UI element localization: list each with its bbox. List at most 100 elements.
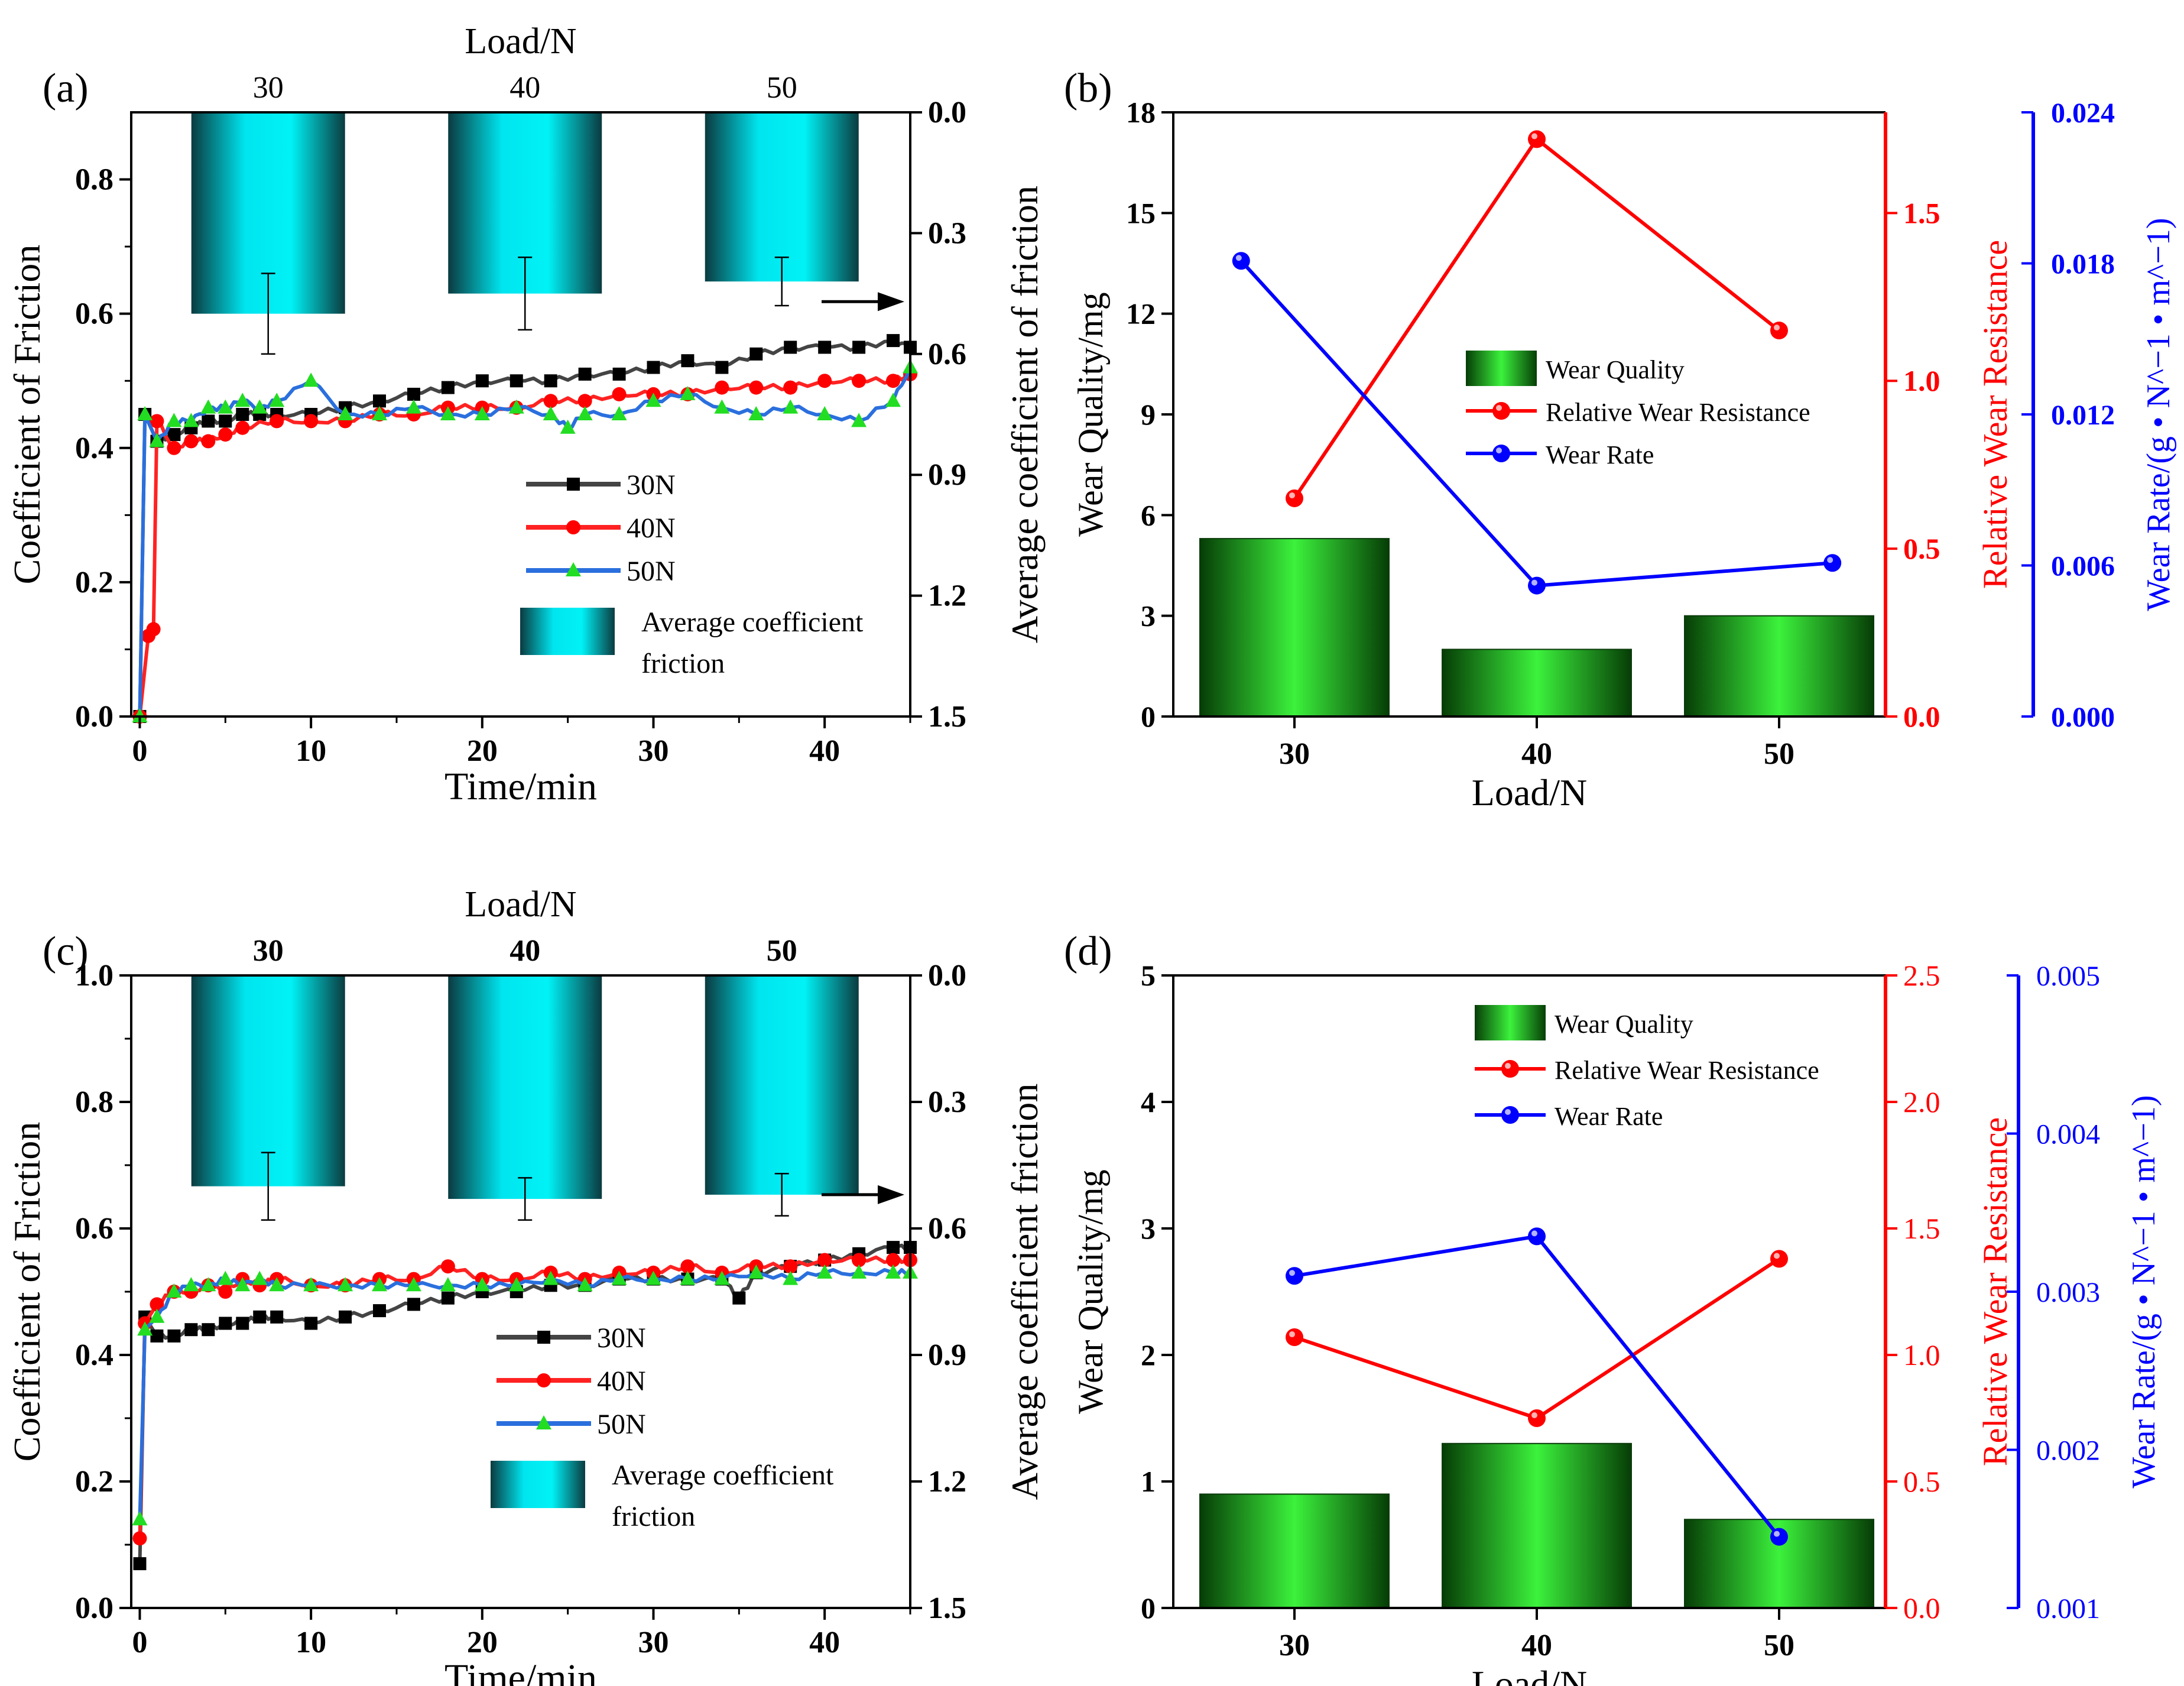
relative-wear-resistance-point-highlight [1289,492,1295,498]
point-50N [405,1277,421,1292]
point-50N [183,413,199,427]
point-40N [304,414,319,429]
point-40N [852,374,867,388]
legend-label-30N: 30N [597,1322,646,1354]
point-50N [783,1270,799,1285]
y2-axis-title: Relative Wear Resistance [1976,1117,2014,1466]
point-50N [166,413,182,427]
y3-tick-label: 0.012 [2051,400,2115,431]
point-50N [235,1277,251,1292]
top-tick-label-40: 40 [510,934,540,968]
y-tick-label: 0.0 [75,700,113,734]
point-30N [150,1329,164,1343]
y3-tick-label: 0.003 [2036,1277,2100,1308]
legend-label-50N: 50N [627,556,676,587]
legend-marker-wear-rate-highlight [1496,448,1502,453]
y3-tick-label: 0.006 [2051,551,2115,582]
legend-label-40N: 40N [597,1366,646,1397]
x-tick-label: 10 [296,1626,326,1659]
point-30N [236,1317,249,1330]
relative-wear-resistance-point-highlight [1531,1412,1537,1418]
legend-marker-resistance [1501,1060,1519,1078]
top-tick-label-30: 30 [253,934,284,968]
y-axis-title: Coefficient of Friction [6,1122,48,1462]
y-tick-label: 1 [1141,1465,1156,1498]
point-40N [150,414,164,429]
point-40N [218,427,233,442]
point-30N [818,341,832,354]
y2-tick-label: 0.9 [928,1338,966,1372]
point-40N [886,374,901,388]
plot-frame [130,111,911,718]
relative-wear-resistance-point [1528,1409,1546,1427]
arrow-head [878,1185,904,1204]
y3-tick-label: 0.002 [2036,1435,2100,1467]
legend-marker-resistance-highlight [1496,405,1502,411]
y-tick-label: 6 [1141,498,1156,531]
legend-swatch-average [491,1461,585,1508]
y-tick-label: 0 [1141,700,1156,733]
point-50N [543,1270,559,1285]
legend-label-average-1: Average coefficient [641,607,864,638]
wear-quality-bar-50 [1684,615,1874,717]
legend-marker-50N [566,562,581,576]
point-50N [508,399,524,414]
point-30N [202,1323,215,1337]
point-30N [544,374,557,388]
wear-rate-point-highlight [1774,1531,1780,1537]
y-tick-label: 0.6 [75,297,113,331]
y3-tick-label: 0.004 [2036,1119,2100,1150]
point-30N [681,354,695,368]
top-tick-label-50: 50 [767,934,797,968]
y-tick-label: 0.2 [75,566,113,599]
point-40N [167,440,181,455]
point-50N [149,1308,165,1323]
top-axis-title: Load/N [465,21,576,61]
y-tick-label: 15 [1126,196,1156,229]
arrow-head [878,292,904,312]
y2-tick-label: 0.6 [928,1212,966,1246]
point-50N [817,406,833,420]
point-30N [219,1317,232,1330]
wear-quality-bar-30 [1199,1493,1390,1609]
y2-tick-label: 1.0 [1903,364,1940,397]
point-40N [715,380,729,395]
point-50N [885,1264,901,1279]
x-tick-label: 20 [467,734,498,768]
point-30N [373,394,387,408]
point-40N [817,374,832,388]
wear-rate-point-highlight [1531,579,1537,586]
y-tick-label: 0.4 [75,1338,113,1372]
legend-label-wear-quality: Wear Quality [1546,355,1685,384]
y-tick-label: 0.8 [75,1085,113,1119]
y-tick-label: 9 [1141,398,1156,431]
relative-wear-resistance-point [1286,489,1303,507]
legend-marker-wear-rate [1492,445,1510,462]
legend-label-wear-rate: Wear Rate [1555,1102,1663,1131]
point-50N [680,1270,696,1285]
y2-tick-label: 0.9 [928,458,966,492]
wear-rate-point [1823,554,1842,572]
point-40N [440,1259,455,1274]
y-axis-title: Wear Quality/mg [1071,1169,1110,1413]
point-50N [577,1277,593,1292]
series-line-30N [138,339,911,717]
relative-wear-resistance-point-highlight [1774,325,1780,331]
legend-label-average-2: friction [641,648,725,679]
point-50N [269,1277,285,1292]
x-tick-label: 30 [638,1626,668,1659]
y-tick-label: 3 [1141,1212,1156,1245]
point-50N [680,385,696,400]
x-axis-title: Load/N [1472,1663,1588,1686]
y2-tick-label: 1.2 [928,579,966,613]
top-axis-title: Load/N [465,884,576,925]
point-30N [647,361,660,374]
x-tick-label-30: 30 [1279,1629,1310,1662]
top-tick-label-40: 40 [510,71,540,105]
point-50N [714,1270,730,1285]
legend-label-wear-rate: Wear Rate [1546,440,1654,469]
avg-cof-bar-40 [448,975,602,1199]
legend-marker-50N [536,1415,551,1429]
y-tick-label: 0.8 [75,163,113,197]
point-30N [732,1291,746,1305]
